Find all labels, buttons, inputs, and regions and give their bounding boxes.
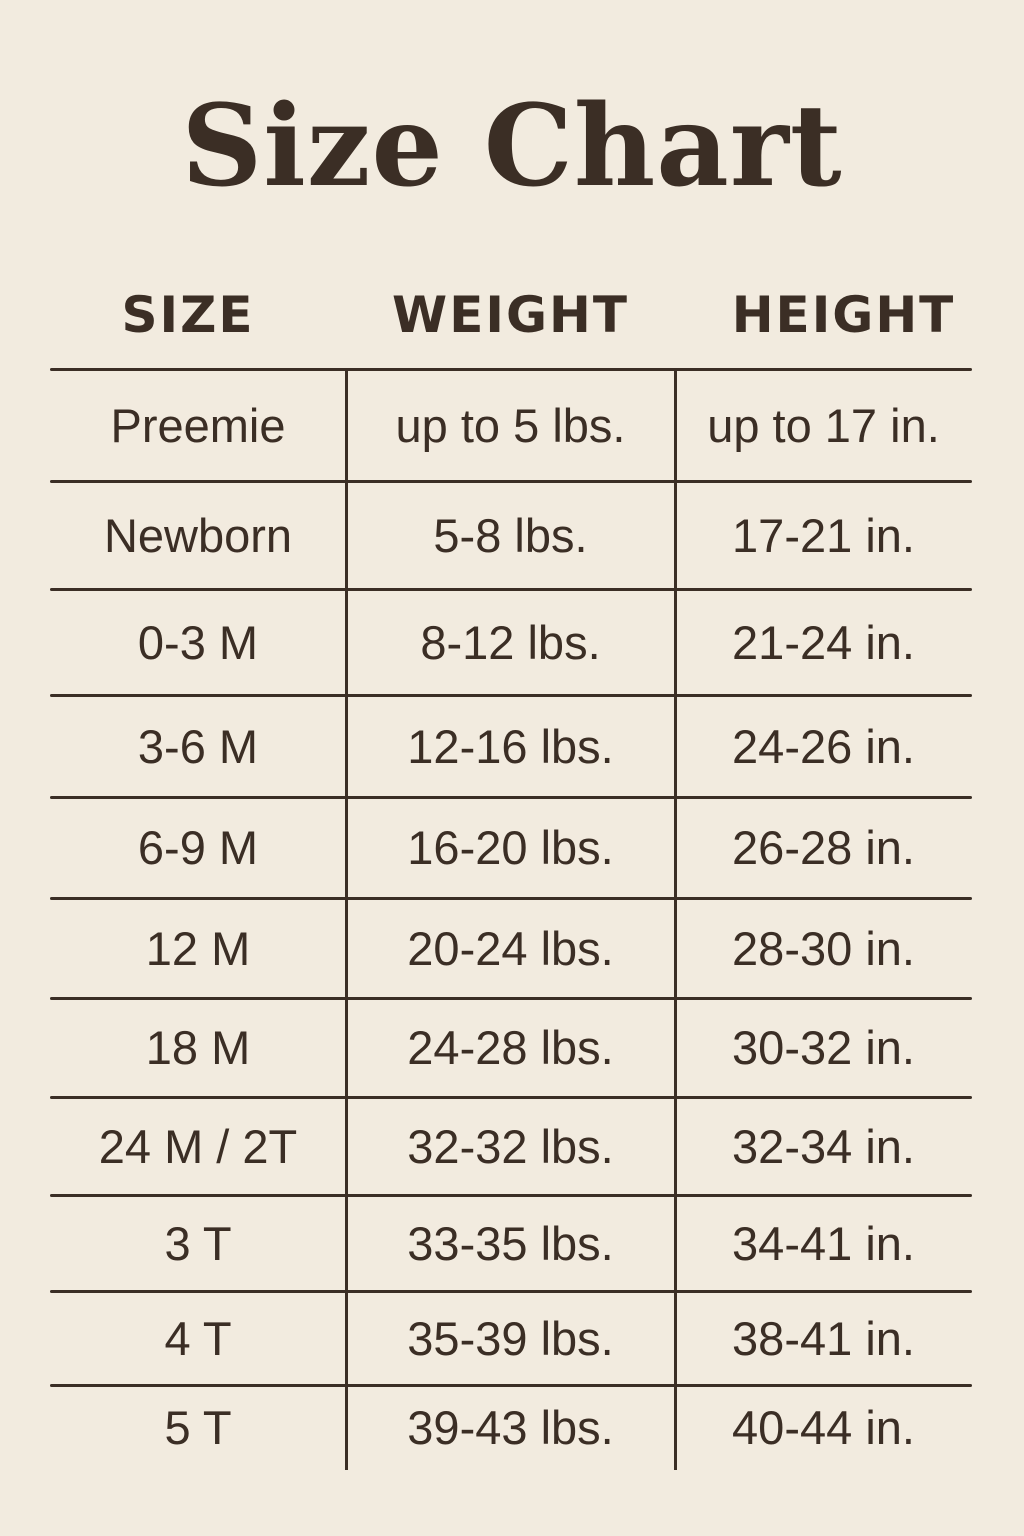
row-divider <box>50 897 972 900</box>
weight-cell: 20-24 lbs. <box>407 921 614 975</box>
weight-cell: 24-28 lbs. <box>407 1021 614 1074</box>
row-divider <box>50 1290 972 1293</box>
row-divider <box>50 1384 972 1387</box>
row-divider <box>50 997 972 1000</box>
row-divider <box>50 796 972 799</box>
column-divider <box>345 369 348 1470</box>
height-cell: 40-44 in. <box>732 1401 915 1454</box>
weight-cell: 33-35 lbs. <box>407 1216 614 1270</box>
size-cell: Preemie <box>110 398 286 452</box>
row-divider <box>50 480 972 483</box>
height-cell: 34-41 in. <box>732 1216 915 1270</box>
height-cell: 24-26 in. <box>732 719 915 773</box>
row-divider <box>50 588 972 591</box>
size-cell: 5 T <box>164 1401 232 1454</box>
weight-cell: 32-32 lbs. <box>407 1119 614 1173</box>
page-title: Size Chart <box>181 81 843 212</box>
size-cell: 18 M <box>145 1021 251 1074</box>
column-header-height: HEIGHT <box>731 286 956 344</box>
size-cell: 3-6 M <box>137 719 259 773</box>
weight-cell: 35-39 lbs. <box>407 1311 614 1365</box>
weight-cell: up to 5 lbs. <box>395 398 626 452</box>
row-divider <box>50 694 972 697</box>
size-cell: Newborn <box>103 508 293 562</box>
size-cell: 3 T <box>164 1216 232 1270</box>
height-cell: up to 17 in. <box>707 398 940 452</box>
weight-cell: 16-20 lbs. <box>407 821 614 874</box>
height-cell: 28-30 in. <box>732 921 915 975</box>
weight-cell: 5-8 lbs. <box>433 508 588 562</box>
size-cell: 24 M / 2T <box>98 1119 298 1173</box>
column-header-weight: WEIGHT <box>392 286 629 344</box>
height-cell: 30-32 in. <box>732 1021 915 1074</box>
column-header-size: SIZE <box>121 286 255 344</box>
weight-cell: 8-12 lbs. <box>420 615 601 669</box>
height-cell: 17-21 in. <box>732 508 915 562</box>
weight-cell: 12-16 lbs. <box>407 719 614 773</box>
size-cell: 0-3 M <box>137 615 259 669</box>
column-divider <box>674 369 677 1470</box>
height-cell: 38-41 in. <box>732 1311 915 1365</box>
row-divider <box>50 1096 972 1099</box>
row-divider <box>50 368 972 371</box>
height-cell: 32-34 in. <box>732 1119 915 1173</box>
size-cell: 12 M <box>145 921 251 975</box>
row-divider <box>50 1194 972 1197</box>
size-cell: 4 T <box>164 1311 232 1365</box>
weight-cell: 39-43 lbs. <box>407 1401 614 1454</box>
size-cell: 6-9 M <box>137 821 259 874</box>
height-cell: 21-24 in. <box>732 615 915 669</box>
height-cell: 26-28 in. <box>732 821 915 874</box>
